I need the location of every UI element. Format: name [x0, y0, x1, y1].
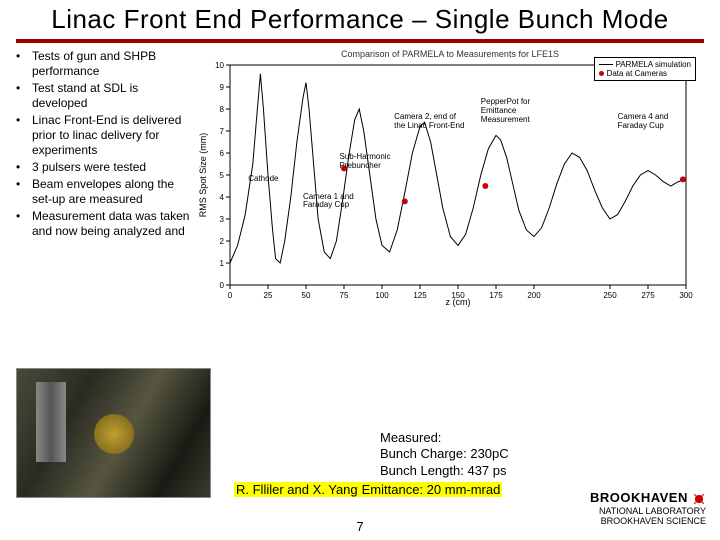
svg-text:3: 3	[220, 215, 225, 224]
bullet-item: •Test stand at SDL is developed	[16, 81, 196, 111]
bullet-text: Measurement data was taken and now being…	[32, 209, 196, 239]
measured-line-1: Bunch Charge: 230pC	[380, 446, 509, 462]
svg-text:50: 50	[302, 291, 311, 300]
svg-text:25: 25	[264, 291, 273, 300]
chart-annotation: Cathode	[248, 175, 278, 184]
legend-line-icon	[599, 64, 613, 65]
legend-dot-icon	[599, 71, 604, 76]
legend-label-sim: PARMELA simulation	[616, 60, 691, 69]
svg-text:10: 10	[215, 61, 224, 70]
svg-text:4: 4	[220, 193, 225, 202]
bullet-dot-icon: •	[16, 81, 32, 111]
measured-heading: Measured:	[380, 430, 509, 446]
bullet-list: •Tests of gun and SHPB performance•Test …	[16, 49, 196, 307]
svg-text:125: 125	[413, 291, 427, 300]
svg-text:250: 250	[603, 291, 617, 300]
chart-legend: PARMELA simulation Data at Cameras	[594, 57, 696, 81]
measured-block: Measured: Bunch Charge: 230pC Bunch Leng…	[380, 430, 509, 479]
bullet-dot-icon: •	[16, 209, 32, 239]
equipment-photo	[16, 368, 211, 498]
chart-annotation: Camera 4 and Faraday Cup	[618, 113, 669, 131]
bullet-dot-icon: •	[16, 177, 32, 207]
svg-text:8: 8	[220, 105, 225, 114]
svg-text:100: 100	[375, 291, 389, 300]
chart-annotation: Sub-Harmonic Prebuncher	[339, 153, 390, 171]
svg-text:9: 9	[220, 83, 225, 92]
authors-text: R. Flliler and X. Yang	[234, 482, 360, 497]
svg-text:275: 275	[641, 291, 655, 300]
authors-line: R. Flliler and X. YangEmittance: 20 mm-m…	[234, 482, 502, 497]
logo-mid-suffix: LABORATORY	[645, 506, 706, 516]
svg-text:300: 300	[679, 291, 693, 300]
svg-text:200: 200	[527, 291, 541, 300]
logo-bottom-text: BROOKHAVEN SCIENCE	[590, 516, 706, 526]
bullet-item: •Beam envelopes along the set-up are mea…	[16, 177, 196, 207]
bullet-dot-icon: •	[16, 113, 32, 158]
svg-text:75: 75	[340, 291, 349, 300]
logo-top-text: BROOKHAVEN	[590, 490, 688, 505]
page-number: 7	[356, 519, 363, 534]
chart-annotation: PepperPot for Emittance Measurement	[481, 98, 530, 124]
svg-text:7: 7	[220, 127, 225, 136]
chart-container: Comparison of PARMELA to Measurements fo…	[196, 49, 704, 307]
svg-text:6: 6	[220, 149, 225, 158]
svg-text:0: 0	[228, 291, 233, 300]
svg-text:z (cm): z (cm)	[446, 297, 471, 307]
legend-label-data: Data at Cameras	[607, 69, 667, 78]
bullet-text: 3 pulsers were tested	[32, 160, 196, 175]
chart-annotation: Camera 2, end of the Linac Front-End	[394, 113, 464, 131]
lab-logo: BROOKHAVEN NATIONAL LABORATORY BROOKHAVE…	[590, 490, 706, 526]
bullet-item: •Measurement data was taken and now bein…	[16, 209, 196, 239]
bullet-item: •3 pulsers were tested	[16, 160, 196, 175]
bullet-item: •Tests of gun and SHPB performance	[16, 49, 196, 79]
logo-burst-icon	[692, 492, 706, 506]
title-rule	[16, 39, 704, 43]
svg-text:1: 1	[220, 259, 225, 268]
chart-annotation: Camera 1 and Faraday Cup	[303, 193, 354, 211]
legend-row-data: Data at Cameras	[599, 69, 691, 78]
content-area: •Tests of gun and SHPB performance•Test …	[0, 49, 720, 307]
chart-title: Comparison of PARMELA to Measurements fo…	[341, 49, 559, 59]
slide-title: Linac Front End Performance – Single Bun…	[0, 0, 720, 37]
logo-mid-prefix: NATIONAL	[599, 506, 643, 516]
svg-text:175: 175	[489, 291, 503, 300]
svg-text:5: 5	[220, 171, 225, 180]
bullet-text: Test stand at SDL is developed	[32, 81, 196, 111]
svg-text:0: 0	[220, 281, 225, 290]
legend-row-sim: PARMELA simulation	[599, 60, 691, 69]
bullet-dot-icon: •	[16, 160, 32, 175]
svg-text:2: 2	[220, 237, 225, 246]
emittance-text: Emittance: 20 mm-mrad	[360, 482, 503, 497]
measured-line-2: Bunch Length: 437 ps	[380, 463, 509, 479]
bullet-text: Beam envelopes along the set-up are meas…	[32, 177, 196, 207]
bullet-item: •Linac Front-End is delivered prior to l…	[16, 113, 196, 158]
bullet-dot-icon: •	[16, 49, 32, 79]
svg-text:RMS Spot Size (mm): RMS Spot Size (mm)	[198, 133, 208, 218]
bullet-text: Tests of gun and SHPB performance	[32, 49, 196, 79]
bullet-text: Linac Front-End is delivered prior to li…	[32, 113, 196, 158]
